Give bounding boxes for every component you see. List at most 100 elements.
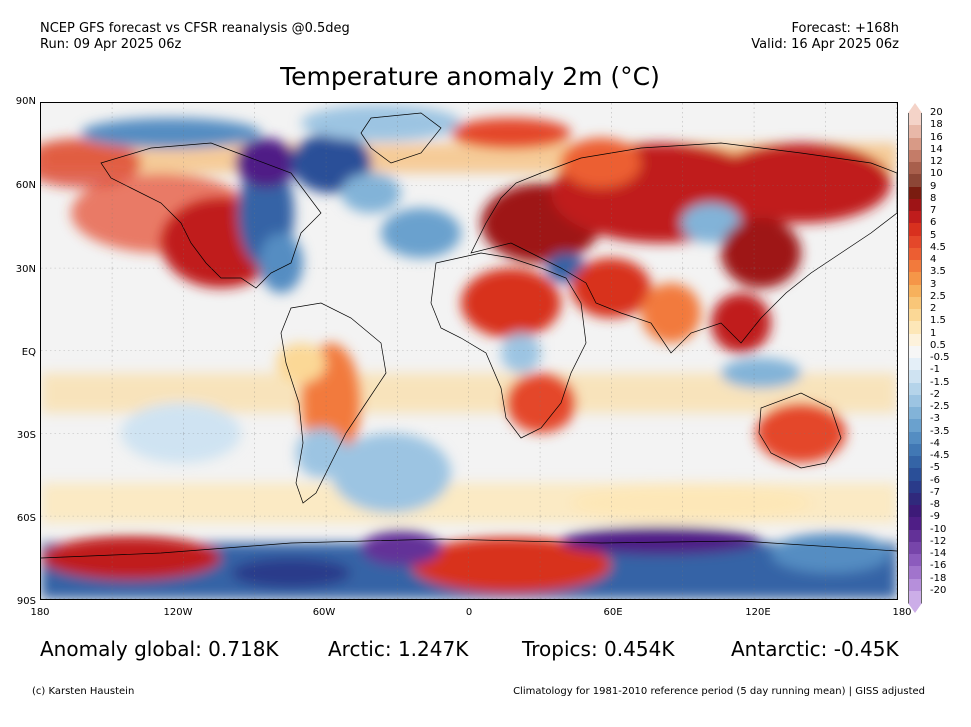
lat-label-90s: 90S [16, 596, 36, 607]
colorbar-bottom-arrow [908, 603, 922, 613]
colorbar-label: 20 [930, 107, 943, 118]
lat-label-30n: 30N [15, 264, 36, 275]
model-description: NCEP GFS forecast vs CFSR reanalysis @0.… [40, 21, 350, 36]
colorbar-cell [908, 198, 922, 212]
colorbar-label: -16 [930, 560, 947, 572]
lon-label-60w: 60W [312, 607, 336, 618]
colorbar-cell [908, 162, 922, 175]
colorbar-cell [908, 394, 922, 408]
colorbar-label: 1.5 [930, 315, 946, 327]
anomaly-tropics: Tropics: 0.454K [522, 637, 675, 661]
colorbar-label: -3 [930, 413, 940, 425]
colorbar-cell [908, 284, 922, 298]
colorbar-label: -12 [930, 535, 947, 547]
valid-time: Valid: 16 Apr 2025 06z [751, 37, 899, 52]
map-title: Temperature anomaly 2m (°C) [280, 62, 660, 91]
lon-label-0: 0 [465, 607, 473, 618]
anomaly-map [40, 102, 898, 600]
colorbar-top-arrow [908, 103, 922, 113]
colorbar-cell [908, 345, 922, 359]
colorbar-label: -1.5 [930, 376, 950, 388]
colorbar-cell [908, 554, 922, 567]
lon-label-120e: 120E [745, 607, 771, 618]
colorbar-cell [908, 260, 922, 273]
lon-label-180w: 180 [30, 607, 50, 618]
colorbar-label: 10 [930, 168, 943, 180]
copyright: (c) Karsten Haustein [32, 686, 135, 697]
colorbar-label: 14 [930, 143, 943, 155]
colorbar-cell [908, 468, 922, 481]
colorbar-cell [908, 578, 922, 592]
lon-label-60e: 60E [603, 607, 623, 618]
anomaly-global: Anomaly global: 0.718K [40, 637, 279, 661]
colorbar-cell [908, 321, 922, 334]
colorbar-label: 16 [930, 131, 943, 143]
colorbar-label: -8 [930, 499, 940, 510]
colorbar-cell [908, 137, 922, 151]
colorbar-cell [908, 333, 922, 347]
colorbar-cell [908, 590, 922, 604]
lat-label-60s: 60S [16, 513, 36, 524]
colorbar-cell [908, 505, 922, 518]
colorbar-label: -4 [930, 437, 940, 449]
colorbar-cell [908, 566, 922, 579]
colorbar-label: 2 [930, 303, 937, 314]
colorbar-label: 9 [930, 180, 937, 192]
colorbar-label: -10 [930, 523, 947, 535]
lat-label-eq: EQ [21, 347, 36, 358]
colorbar-label: 6 [930, 217, 937, 229]
colorbar-cell [908, 517, 922, 530]
colorbar-label: -6 [930, 474, 940, 486]
colorbar-label: 8 [930, 192, 937, 204]
colorbar-cell [908, 419, 922, 432]
colorbar-cell [908, 149, 922, 163]
colorbar-cell [908, 235, 922, 249]
colorbar-label: 0.5 [930, 339, 946, 351]
colorbar-label: -5 [930, 462, 940, 474]
anomaly-arctic: Arctic: 1.247K [328, 637, 469, 661]
colorbar-label: -1 [930, 364, 940, 376]
anomaly-field [41, 103, 897, 599]
colorbar-label: 1 [930, 327, 937, 339]
colorbar-cell [908, 480, 922, 494]
colorbar-label: -2 [930, 388, 940, 400]
colorbar-label: -0.5 [930, 352, 950, 363]
colorbar-cell [908, 358, 922, 371]
colorbar-cell [908, 174, 922, 187]
colorbar-cell [908, 309, 922, 322]
colorbar-cell [908, 223, 922, 236]
colorbar-label: 3 [930, 278, 937, 290]
climatology-note: Climatology for 1981-2010 reference peri… [513, 686, 925, 697]
colorbar-cell [908, 370, 922, 383]
colorbar-label: 4.5 [930, 241, 946, 253]
lat-label-90n: 90N [15, 96, 36, 107]
run-info: NCEP GFS forecast vs CFSR reanalysis @0.… [40, 21, 350, 53]
colorbar-cell [908, 272, 922, 285]
colorbar-cell [908, 382, 922, 396]
colorbar-label: 2.5 [930, 290, 946, 302]
colorbar-label: -14 [930, 548, 947, 559]
forecast-hour: Forecast: +168h [791, 21, 899, 36]
colorbar-label: -4.5 [930, 450, 950, 461]
lat-label-60n: 60N [15, 180, 36, 191]
colorbar-cell [908, 247, 922, 261]
colorbar-label: 5 [930, 229, 937, 241]
lat-label-30s: 30S [16, 430, 36, 441]
colorbar-label: -7 [930, 486, 940, 498]
colorbar-cell [908, 125, 922, 138]
colorbar-label: 18 [930, 119, 943, 131]
colorbar-label: -9 [930, 511, 940, 523]
colorbar-label: 3.5 [930, 266, 946, 278]
colorbar-label: 12 [930, 156, 943, 167]
colorbar-label: -2.5 [930, 401, 950, 412]
colorbar-cell [908, 431, 922, 445]
colorbar-label: 7 [930, 205, 937, 216]
forecast-info: Forecast: +168h Valid: 16 Apr 2025 06z [751, 21, 899, 53]
colorbar-cell [908, 529, 922, 543]
colorbar-cell [908, 443, 922, 457]
colorbar-cell [908, 456, 922, 469]
lon-label-120w: 120W [163, 607, 193, 618]
colorbar-cell [908, 113, 922, 126]
lon-label-180e: 180 [892, 607, 912, 618]
colorbar-cell [908, 186, 922, 200]
